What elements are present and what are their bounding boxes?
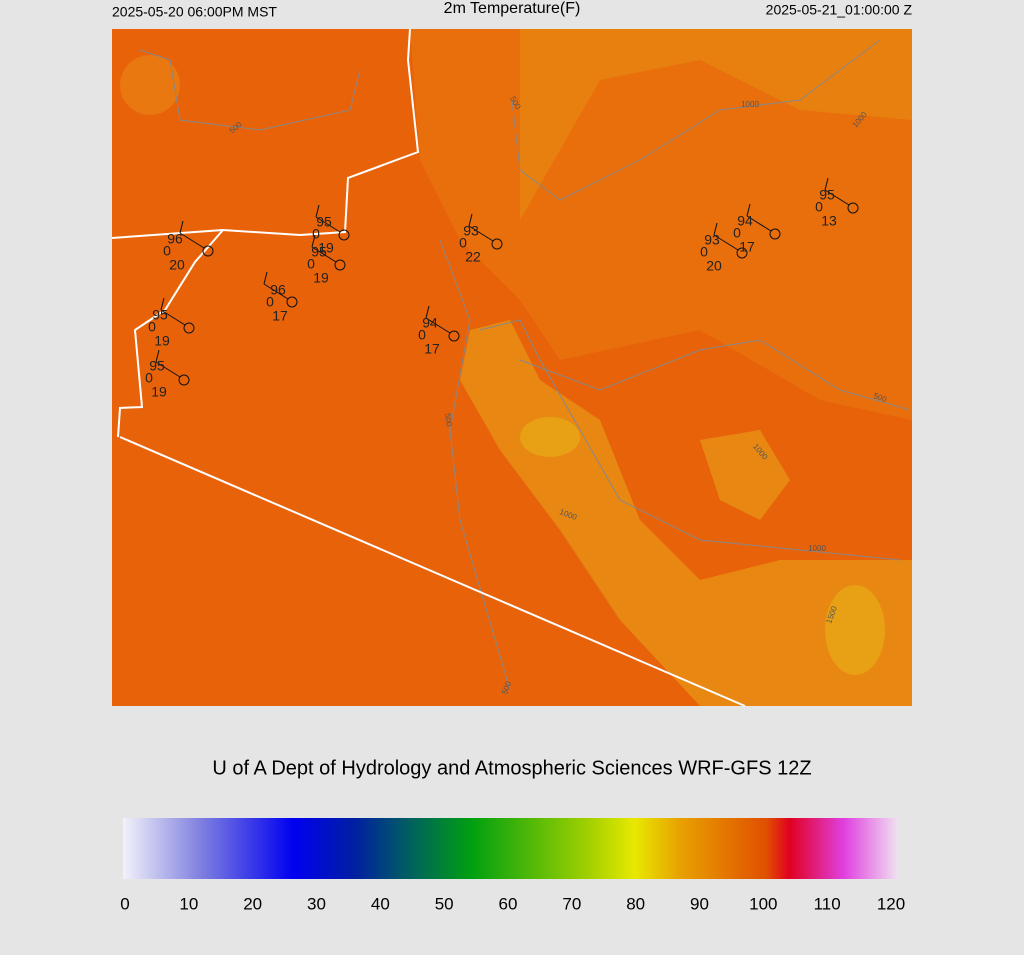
colorbar-tick-label: 70 bbox=[562, 894, 581, 913]
contour-label: 500 bbox=[500, 680, 513, 696]
contour-label: 1000 bbox=[741, 100, 759, 109]
wind-barb bbox=[746, 215, 772, 232]
station-circle bbox=[178, 374, 190, 386]
station-value: 17 bbox=[739, 239, 755, 255]
wind-barb bbox=[425, 317, 451, 334]
contour-label: 500 bbox=[872, 391, 888, 404]
wind-barb bbox=[315, 204, 320, 218]
wind-barb bbox=[468, 213, 473, 227]
station-value: 0 bbox=[266, 294, 274, 310]
station-value: 19 bbox=[154, 333, 170, 349]
station-value: 0 bbox=[418, 327, 426, 343]
colorbar bbox=[123, 818, 898, 879]
wind-barb bbox=[315, 216, 341, 233]
station-value: 20 bbox=[169, 257, 185, 273]
station-value: 0 bbox=[163, 243, 171, 259]
footer: U of A Dept of Hydrology and Atmospheric… bbox=[212, 757, 811, 779]
station-circle bbox=[202, 245, 214, 257]
contour-label: 500 bbox=[443, 413, 454, 428]
wind-barb bbox=[468, 225, 494, 242]
wind-barb bbox=[746, 203, 751, 217]
wind-barb bbox=[713, 234, 739, 251]
station-value: 95 bbox=[149, 358, 165, 374]
title: 2m Temperature(F) bbox=[444, 0, 581, 17]
valid-local: 2025-05-20 06:00PM MST bbox=[112, 4, 277, 20]
colorbar-tick-label: 60 bbox=[499, 894, 518, 913]
station-value: 0 bbox=[307, 256, 315, 272]
valid-utc: 2025-05-21_01:00:00 Z bbox=[766, 2, 913, 18]
station-value: 0 bbox=[459, 235, 467, 251]
colorbar-tick-label: 50 bbox=[435, 894, 454, 913]
map bbox=[111, 28, 912, 707]
station-value: 22 bbox=[465, 249, 481, 265]
colorbar-tick-label: 30 bbox=[307, 894, 326, 913]
colorbar-tick-label: 120 bbox=[877, 894, 905, 913]
wind-barb bbox=[311, 246, 337, 263]
station-value: 19 bbox=[318, 240, 334, 256]
station-value: 95 bbox=[819, 187, 835, 203]
station-value: 17 bbox=[272, 308, 288, 324]
wind-barb bbox=[155, 349, 160, 363]
station-value: 17 bbox=[424, 341, 440, 357]
station-value: 19 bbox=[151, 384, 167, 400]
station-circle bbox=[286, 296, 298, 308]
station-circle bbox=[847, 202, 859, 214]
station-circle bbox=[491, 238, 503, 250]
wind-barb bbox=[713, 222, 718, 236]
colorbar-tick-label: 100 bbox=[749, 894, 777, 913]
station-value: 19 bbox=[313, 270, 329, 286]
colorbar-tick-label: 40 bbox=[371, 894, 390, 913]
wind-barb bbox=[311, 234, 316, 248]
contour-label: 1000 bbox=[808, 544, 826, 553]
wind-barb bbox=[179, 220, 184, 234]
station-value: 0 bbox=[733, 225, 741, 241]
colorbar-tick-label: 90 bbox=[690, 894, 709, 913]
station-circle bbox=[334, 259, 346, 271]
wind-barb bbox=[824, 177, 829, 191]
station-value: 0 bbox=[312, 226, 320, 242]
station-value: 0 bbox=[700, 244, 708, 260]
station-value: 96 bbox=[270, 282, 286, 298]
wind-barb bbox=[155, 361, 181, 378]
colorbar-tick-label: 10 bbox=[179, 894, 198, 913]
colorbar-tick-label: 20 bbox=[243, 894, 262, 913]
station-value: 0 bbox=[145, 370, 153, 386]
station-value: 96 bbox=[167, 231, 183, 247]
station-circle bbox=[338, 229, 350, 241]
station-value: 93 bbox=[704, 232, 720, 248]
station-circle bbox=[769, 228, 781, 240]
station-circle bbox=[448, 330, 460, 342]
wind-barb bbox=[425, 305, 430, 319]
wind-barb bbox=[263, 283, 289, 300]
station-value: 93 bbox=[463, 223, 479, 239]
station-value: 94 bbox=[737, 213, 753, 229]
wind-barb bbox=[824, 189, 850, 206]
wind-barb bbox=[160, 297, 165, 311]
colorbar-tick-label: 0 bbox=[120, 894, 129, 913]
station-value: 95 bbox=[311, 244, 327, 260]
station-value: 20 bbox=[706, 258, 722, 274]
station-value: 94 bbox=[422, 315, 438, 331]
colorbar-tick-label: 80 bbox=[626, 894, 645, 913]
station-value: 95 bbox=[152, 307, 168, 323]
station-circle bbox=[736, 247, 748, 259]
wind-barb bbox=[160, 309, 186, 326]
station-value: 95 bbox=[316, 214, 332, 230]
station-circle bbox=[183, 322, 195, 334]
station-value: 13 bbox=[821, 213, 837, 229]
colorbar-tick-label: 110 bbox=[814, 894, 841, 913]
station-value: 0 bbox=[148, 319, 156, 335]
wind-barb bbox=[263, 271, 268, 285]
wind-barb bbox=[179, 232, 205, 249]
station-value: 0 bbox=[815, 199, 823, 215]
